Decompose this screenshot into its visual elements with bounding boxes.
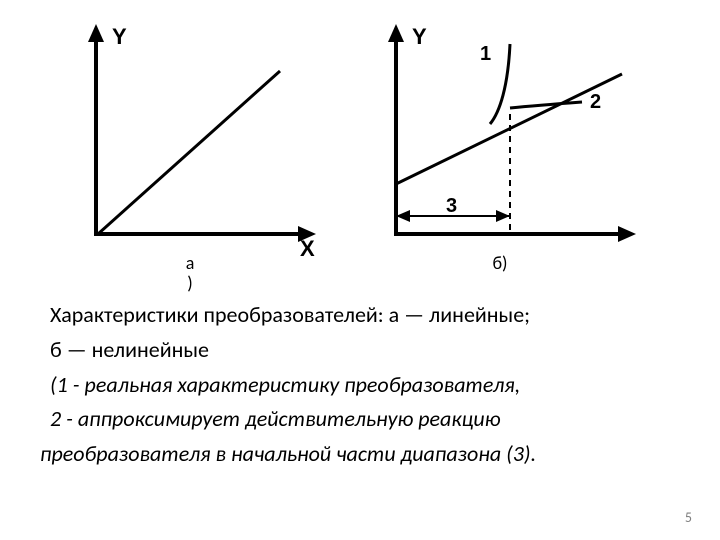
plot-b-label-3: 3: [446, 195, 457, 217]
caption-line-1: Характеристики преобразователей: а — лин…: [40, 300, 680, 331]
caption-line-2: б — нелинейные: [40, 335, 680, 366]
plot-b-dim-arrow-right: [496, 210, 510, 222]
caption-line-4: 2 - аппроксимирует действительную реакци…: [40, 404, 680, 435]
plot-a-sublabel: а ): [60, 254, 320, 294]
caption-line-5: преобразователя в начальной части диапаз…: [40, 439, 680, 470]
plot-b-x-arrow: [618, 226, 636, 242]
plot-b-real-curve-1: [490, 44, 510, 124]
plot-b-sublabel-top: б): [360, 254, 640, 274]
page-number: 5: [685, 509, 692, 526]
plot-b-branch-2: [510, 102, 582, 108]
plot-a-y-label: Y: [112, 24, 127, 49]
plot-b-sublabel: б): [360, 254, 640, 274]
plot-b-label-1: 1: [480, 43, 491, 65]
plot-b-label-2: 2: [590, 91, 601, 113]
plot-b: Y 1 2 3 б): [360, 16, 640, 294]
plot-a-svg: Y X: [60, 16, 320, 256]
plot-b-dim-arrow-left: [396, 210, 410, 222]
plot-b-y-arrow: [388, 24, 404, 42]
caption-line-3: (1 - реальная характеристику преобразова…: [40, 370, 680, 401]
plot-b-y-label: Y: [412, 24, 427, 49]
plot-a-sublabel-bottom: ): [60, 274, 320, 294]
caption-block: Характеристики преобразователей: а — лин…: [40, 300, 680, 474]
figure-row: Y X а ) Y: [60, 16, 640, 294]
plot-a-x-label: X: [300, 236, 315, 256]
plot-a-sublabel-top: а: [60, 254, 320, 274]
plot-a: Y X а ): [60, 16, 320, 294]
plot-a-linear-line: [98, 71, 280, 234]
plot-a-y-arrow: [88, 24, 104, 42]
plot-b-svg: Y 1 2 3: [360, 16, 640, 256]
